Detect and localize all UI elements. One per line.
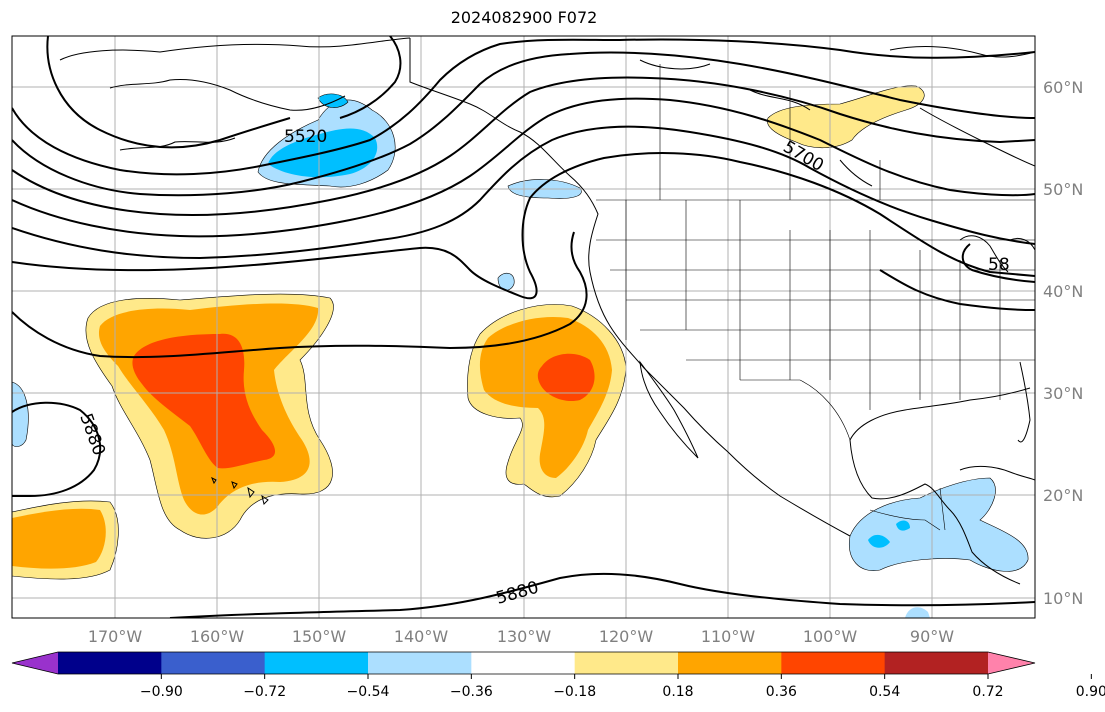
- colorbar-box: [678, 652, 782, 674]
- colorbar-tick-label: −0.90: [140, 684, 183, 700]
- neg-region-bottom: [905, 607, 930, 618]
- lon-tick: 120°W: [599, 627, 654, 646]
- lat-tick-labels: 60°N 50°N 40°N 30°N 20°N 10°N: [1043, 78, 1083, 608]
- hawaii-islands: [211, 476, 269, 505]
- colorbar: −0.90 −0.72 −0.54 −0.36 −0.18 0.18 0.36 0.54 0.7…: [11, 651, 1105, 700]
- lat-tick: 30°N: [1043, 384, 1083, 403]
- baja: [639, 360, 699, 459]
- state-borders: [596, 64, 1035, 531]
- lon-tick: 160°W: [190, 627, 245, 646]
- shaded-field: [12, 85, 1029, 618]
- neg-core-central-america: [868, 534, 890, 548]
- lat-tick: 60°N: [1043, 78, 1083, 97]
- contour-7: [12, 152, 1035, 300]
- colorbar-box: [264, 652, 369, 674]
- gulf-coast: [849, 387, 1031, 585]
- neg-core-central-america-2: [896, 520, 910, 531]
- colorbar-tick-label: 0.36: [766, 684, 797, 700]
- colorbar-extend-min: [12, 652, 58, 674]
- contour-8: [961, 243, 1035, 283]
- pos-core-central-pacific: [537, 353, 595, 402]
- lon-tick-labels: 170°W 160°W 150°W 140°W 130°W 120°W 110°…: [88, 627, 954, 646]
- pos-core-hawaii: [132, 333, 276, 469]
- colorbar-outline: [11, 651, 1036, 675]
- contour-9: [879, 269, 1035, 311]
- colorbar-box: [574, 652, 679, 674]
- colorbar-box: [884, 652, 989, 674]
- colorbar-box: [58, 652, 162, 674]
- contour-5880-south: [169, 572, 1035, 618]
- contour-2: [12, 38, 1035, 176]
- alaska-coast: [59, 37, 411, 151]
- lat-tick: 20°N: [1043, 486, 1083, 505]
- pos-mid-southwest: [12, 508, 106, 569]
- colorbar-tick-label: −0.72: [243, 684, 286, 700]
- neg-small-alaska: [317, 93, 349, 108]
- canada-arctic: [639, 46, 1035, 187]
- contour-5520: [46, 36, 402, 149]
- contour-5880-west: [12, 401, 102, 497]
- contour-5: [12, 97, 1035, 238]
- map-border: [11, 35, 1036, 619]
- contour-label-5520: 5520: [284, 127, 327, 147]
- contour-3: [12, 51, 1035, 197]
- lon-tick: 110°W: [701, 627, 756, 646]
- lon-tick: 170°W: [88, 627, 143, 646]
- colorbar-box: [781, 652, 886, 674]
- colorbar-box: [471, 652, 576, 674]
- colorbar-tick-label: 0.72: [972, 684, 1003, 700]
- west-coast: [409, 38, 851, 537]
- contour-5700: [12, 125, 1035, 260]
- colorbar-tick-label: −0.36: [450, 684, 493, 700]
- lon-tick: 130°W: [497, 627, 552, 646]
- lon-tick: 90°W: [910, 627, 954, 646]
- colorbar-tick-label: 0.18: [662, 684, 693, 700]
- contour-label-58: 58: [988, 255, 1010, 275]
- colorbar-box: [368, 652, 472, 674]
- lat-tick: 10°N: [1043, 589, 1083, 608]
- colorbar-tick-label: −0.18: [553, 684, 596, 700]
- contour-4: [12, 76, 1035, 217]
- colorbar-extend-max: [988, 652, 1035, 674]
- lat-tick: 40°N: [1043, 282, 1083, 301]
- lon-tick: 140°W: [394, 627, 449, 646]
- lon-tick: 100°W: [803, 627, 858, 646]
- cuba: [959, 465, 1035, 481]
- lon-tick: 150°W: [292, 627, 347, 646]
- map-title: 2024082900 F072: [450, 8, 598, 27]
- colorbar-box: [161, 652, 266, 674]
- colorbar-tick-label: 0.54: [869, 684, 900, 700]
- contour-sub: [12, 231, 588, 359]
- colorbar-tick-label: 0.90: [1076, 684, 1105, 700]
- neg-region-west-edge: [12, 381, 29, 447]
- height-contours: [12, 36, 1035, 618]
- coastlines: [59, 37, 1035, 585]
- florida: [1017, 361, 1031, 443]
- lat-tick: 50°N: [1043, 180, 1083, 199]
- colorbar-tick-label: −0.54: [347, 684, 390, 700]
- neg-region-central-america: [849, 477, 1029, 572]
